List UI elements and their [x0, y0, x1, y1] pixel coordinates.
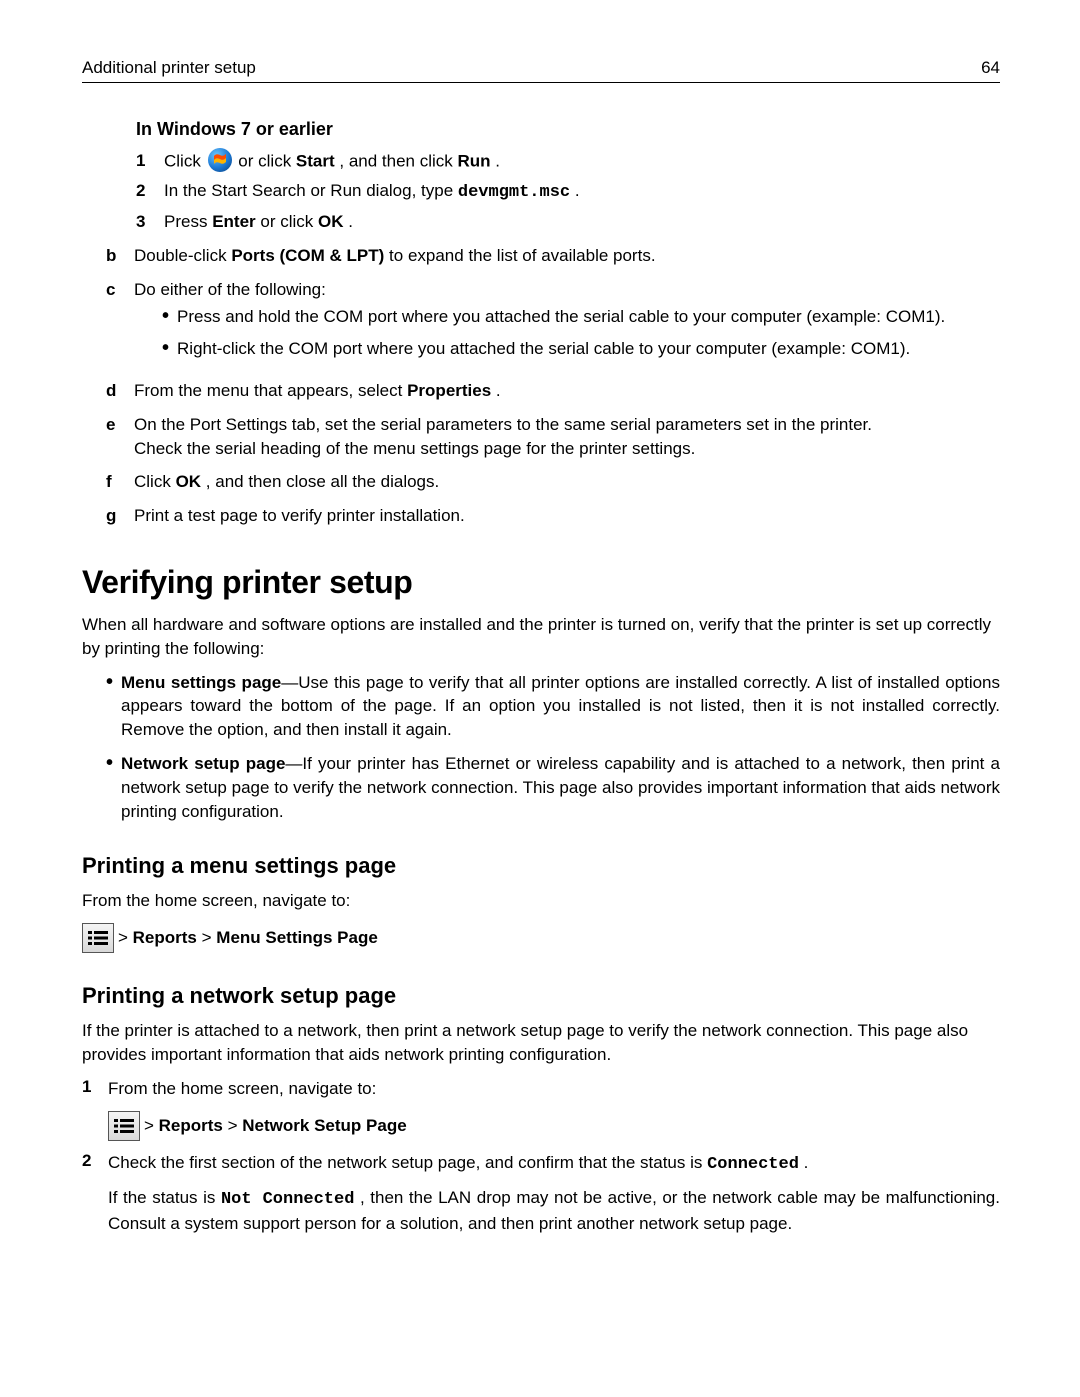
page-header: Additional printer setup 64: [82, 58, 1000, 83]
code-text: devmgmt.msc: [458, 183, 570, 202]
verifying-heading: Verifying printer setup: [82, 564, 1000, 601]
net-setup-steps: From the home screen, navigate to: > Rep…: [82, 1077, 1000, 1236]
text: From the menu that appears, select: [134, 381, 407, 400]
list-item: Do either of the following: Press and ho…: [106, 278, 1000, 369]
text-bold: Reports: [133, 928, 197, 947]
list-item: Press Enter or click OK .: [136, 211, 1000, 234]
text: .: [804, 1153, 809, 1172]
menu-settings-intro: From the home screen, navigate to:: [82, 889, 1000, 913]
windows-start-icon: [208, 148, 232, 172]
win7-numbered-steps: Click or click Start , and then click Ru…: [136, 150, 1000, 234]
list-item: From the home screen, navigate to: > Rep…: [82, 1077, 1000, 1141]
header-title: Additional printer setup: [82, 58, 256, 78]
text: >: [118, 928, 133, 947]
text: , and then click: [339, 151, 457, 170]
list-item: In the Start Search or Run dialog, type …: [136, 180, 1000, 205]
text: >: [228, 1116, 243, 1135]
menu-list-icon: [82, 923, 114, 953]
text: or click: [238, 151, 296, 170]
text: Click: [164, 151, 206, 170]
text: On the Port Settings tab, set the serial…: [134, 413, 1000, 437]
win7-heading: In Windows 7 or earlier: [136, 119, 1000, 140]
list-item: Menu settings page—Use this page to veri…: [106, 671, 1000, 742]
list-item: Click or click Start , and then click Ru…: [136, 150, 1000, 174]
menu-list-icon: [108, 1111, 140, 1141]
list-item: From the menu that appears, select Prope…: [106, 379, 1000, 403]
list-item: Network setup page—If your printer has E…: [106, 752, 1000, 823]
text-bold: Start: [296, 151, 335, 170]
text: Check the serial heading of the menu set…: [134, 437, 1000, 461]
text: Do either of the following:: [134, 278, 1000, 302]
text: Click: [134, 472, 176, 491]
text: , and then close all the dialogs.: [206, 472, 439, 491]
menu-settings-heading: Printing a menu settings page: [82, 853, 1000, 879]
text: Press and hold the COM port where you at…: [177, 305, 945, 329]
net-setup-heading: Printing a network setup page: [82, 983, 1000, 1009]
text: In the Start Search or Run dialog, type: [164, 181, 458, 200]
text: .: [496, 381, 501, 400]
net-setup-intro: If the printer is attached to a network,…: [82, 1019, 1000, 1067]
text-bold: Network Setup Page: [242, 1116, 406, 1135]
text-bold: Run: [458, 151, 491, 170]
text: >: [144, 1116, 159, 1135]
verify-intro: When all hardware and software options a…: [82, 613, 1000, 661]
list-item: Right-click the COM port where you attac…: [162, 337, 1000, 361]
list-item: On the Port Settings tab, set the serial…: [106, 413, 1000, 461]
text-bold: Ports (COM & LPT): [231, 246, 384, 265]
text-bold: Properties: [407, 381, 491, 400]
text: If the status is: [108, 1188, 221, 1207]
text: Press: [164, 212, 212, 231]
list-item: Double-click Ports (COM & LPT) to expand…: [106, 244, 1000, 268]
text: .: [575, 181, 580, 200]
text: or click: [260, 212, 318, 231]
text: .: [348, 212, 353, 231]
text-bold: Network setup page: [121, 754, 285, 773]
text: Print a test page to verify printer inst…: [134, 504, 465, 528]
text: Right-click the COM port where you attac…: [177, 337, 910, 361]
list-item: Press and hold the COM port where you at…: [162, 305, 1000, 329]
page-number: 64: [981, 58, 1000, 78]
sub-bullets: Press and hold the COM port where you at…: [162, 305, 1000, 361]
code-text: Not Connected: [221, 1190, 354, 1209]
list-item: Print a test page to verify printer inst…: [106, 504, 1000, 528]
text-bold: Menu Settings Page: [216, 928, 378, 947]
text: Double-click: [134, 246, 231, 265]
text: >: [202, 928, 217, 947]
menu-nav-path: > Reports > Menu Settings Page: [82, 923, 1000, 953]
list-item: Check the first section of the network s…: [82, 1151, 1000, 1236]
document-page: Additional printer setup 64 In Windows 7…: [0, 0, 1080, 1397]
text-bold: OK: [176, 472, 202, 491]
text-bold: Menu settings page: [121, 673, 281, 692]
code-text: Connected: [707, 1155, 799, 1174]
text: Check the first section of the network s…: [108, 1153, 707, 1172]
list-item: Click OK , and then close all the dialog…: [106, 470, 1000, 494]
text: From the home screen, navigate to:: [108, 1077, 1000, 1101]
text-bold: OK: [318, 212, 344, 231]
text-bold: Enter: [212, 212, 255, 231]
verify-bullets: Menu settings page—Use this page to veri…: [82, 671, 1000, 824]
text: to expand the list of available ports.: [389, 246, 656, 265]
text: .: [495, 151, 500, 170]
alpha-steps: Double-click Ports (COM & LPT) to expand…: [106, 244, 1000, 528]
text-bold: Reports: [159, 1116, 223, 1135]
